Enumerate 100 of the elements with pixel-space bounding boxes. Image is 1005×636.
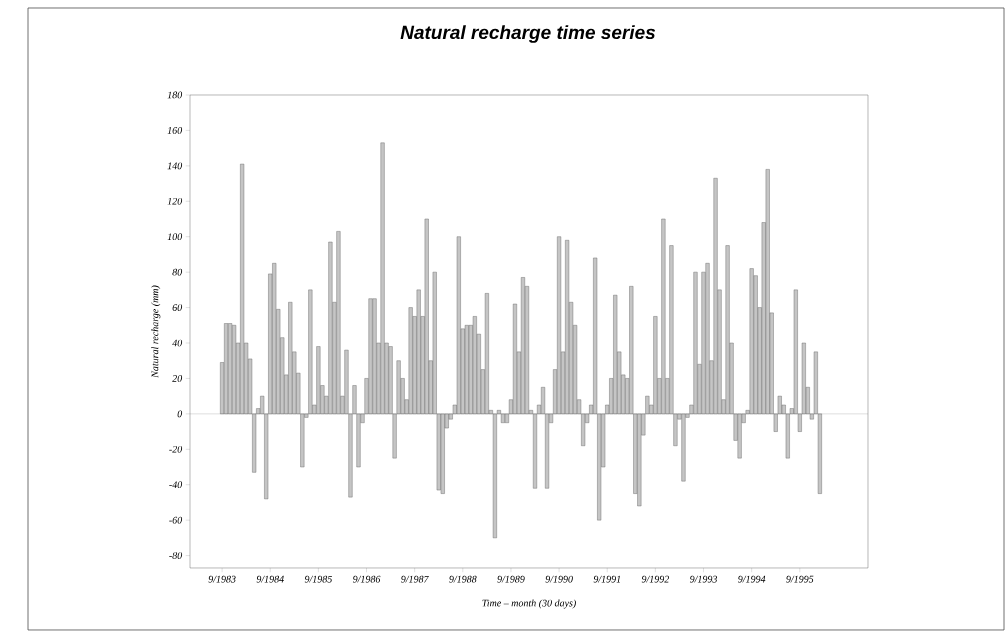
bar (793, 289, 798, 415)
bar (557, 236, 562, 415)
x-tick-label: 9/1992 (641, 575, 670, 583)
x-tick-label: 9/1984 (256, 575, 284, 583)
bar (424, 218, 429, 415)
bar (777, 395, 782, 415)
y-tick-label: -60 (169, 516, 183, 524)
x-tick-label: 9/1995 (786, 575, 814, 583)
bar (713, 178, 718, 415)
bar (593, 257, 598, 415)
bar (613, 294, 618, 415)
bar (336, 231, 341, 415)
x-axis-title: Time – month (30 days) (482, 599, 576, 609)
bar (392, 413, 397, 459)
bar (316, 346, 321, 415)
bar (368, 298, 373, 415)
bar (669, 245, 674, 415)
bar (464, 325, 469, 415)
x-tick-label: 9/1983 (208, 575, 236, 583)
y-tick-label: -40 (169, 481, 183, 489)
bar (352, 385, 357, 415)
bar (472, 316, 477, 415)
y-tick-label: -20 (169, 445, 183, 453)
y-tick-label: 0 (177, 410, 183, 418)
y-tick-label: 60 (172, 304, 183, 311)
bar (693, 271, 698, 415)
bar (372, 298, 377, 415)
bar (725, 245, 730, 415)
bar (344, 349, 349, 415)
bar (565, 240, 570, 415)
y-tick-label: 100 (167, 233, 183, 241)
bar (533, 413, 538, 489)
bar (436, 413, 441, 491)
x-tick-label: 9/1987 (401, 575, 429, 583)
bar (797, 413, 802, 432)
bar (232, 325, 237, 415)
bar (492, 413, 497, 539)
bar (737, 413, 742, 459)
bar (681, 413, 686, 482)
x-tick-label: 9/1991 (593, 575, 621, 583)
y-tick-label: 40 (172, 339, 183, 347)
bar (308, 289, 313, 415)
bar (541, 387, 546, 415)
chart-title: Natural recharge time series (400, 25, 656, 43)
bar (300, 413, 305, 468)
bar (581, 413, 586, 446)
x-tick-label: 9/1994 (738, 575, 766, 583)
bar (813, 351, 818, 415)
bar (228, 323, 233, 415)
bar (260, 395, 265, 415)
bar (224, 323, 229, 415)
bar (240, 163, 245, 415)
bar (673, 413, 678, 446)
y-tick-label: 80 (172, 268, 183, 276)
bar (749, 268, 754, 415)
x-tick-label: 9/1993 (689, 575, 718, 583)
bar (645, 395, 650, 415)
bar (496, 410, 501, 415)
x-tick-label: 9/1986 (352, 575, 381, 583)
bar (328, 241, 333, 415)
bar (288, 302, 293, 415)
bar (637, 413, 642, 507)
bar (801, 342, 806, 415)
y-tick-label: -80 (169, 552, 183, 559)
y-tick-label: 20 (172, 375, 183, 382)
y-tick-label: 140 (167, 162, 183, 170)
bar (408, 307, 413, 415)
bar (785, 413, 790, 459)
bar (252, 413, 257, 473)
bar (765, 169, 770, 415)
bar (597, 413, 602, 521)
bar (545, 413, 550, 489)
bar (272, 263, 277, 415)
x-tick-label: 9/1988 (449, 575, 477, 583)
y-tick-label: 160 (167, 127, 183, 134)
bar (653, 316, 658, 415)
bar (380, 142, 385, 415)
bar (705, 263, 710, 415)
y-tick-label: 180 (167, 91, 183, 99)
bar (773, 413, 778, 432)
bar (440, 413, 445, 494)
x-tick-label: 9/1989 (497, 575, 525, 583)
bar (484, 293, 489, 415)
bar (356, 413, 361, 468)
bar (629, 286, 634, 415)
bar (817, 413, 822, 494)
bar (520, 277, 525, 415)
bar (388, 346, 393, 415)
bar (661, 218, 666, 415)
x-tick-label: 9/1985 (304, 575, 332, 583)
bar (396, 360, 401, 415)
x-tick-label: 9/1990 (545, 575, 573, 583)
bar (456, 236, 461, 415)
bar (348, 413, 353, 498)
bar (809, 413, 814, 420)
bar (264, 413, 269, 500)
bar (512, 303, 517, 415)
y-tick-label: 120 (167, 197, 183, 205)
bar (416, 289, 421, 415)
bar (504, 413, 509, 423)
